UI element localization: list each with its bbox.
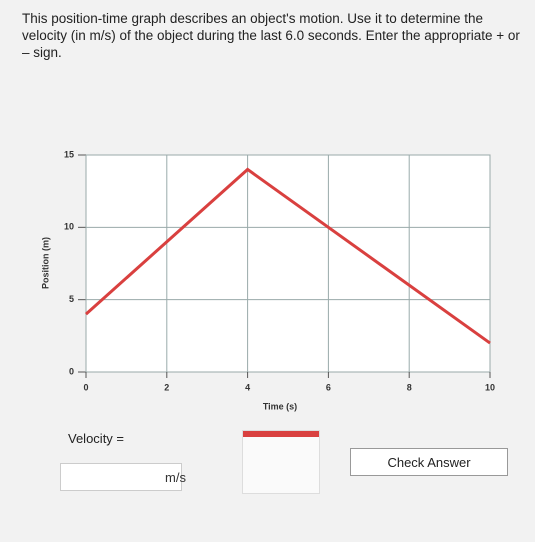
x-tick-label: 6 [326, 382, 331, 392]
velocity-label: Velocity = [68, 431, 125, 446]
y-tick-label: 15 [64, 149, 74, 159]
x-tick-label: 0 [83, 382, 88, 392]
position-line [84, 167, 491, 345]
y-tick-label: 5 [69, 294, 74, 304]
x-tick-label: 10 [485, 382, 495, 392]
y-tick-label: 10 [64, 222, 74, 232]
unit-label: m/s [165, 470, 186, 485]
x-tick-label: 8 [407, 382, 412, 392]
check-answer-button[interactable]: Check Answer [350, 448, 508, 476]
calculator-icon[interactable] [242, 430, 320, 494]
question-text: This position-time graph describes an ob… [22, 11, 520, 60]
x-axis-label: Time (s) [263, 401, 297, 411]
y-tick-label: 0 [69, 366, 74, 376]
plot-area [85, 154, 491, 373]
y-axis-label: Position (m) [40, 237, 50, 289]
x-tick-label: 4 [245, 382, 250, 392]
velocity-input[interactable] [60, 463, 182, 491]
x-tick-label: 2 [164, 382, 169, 392]
